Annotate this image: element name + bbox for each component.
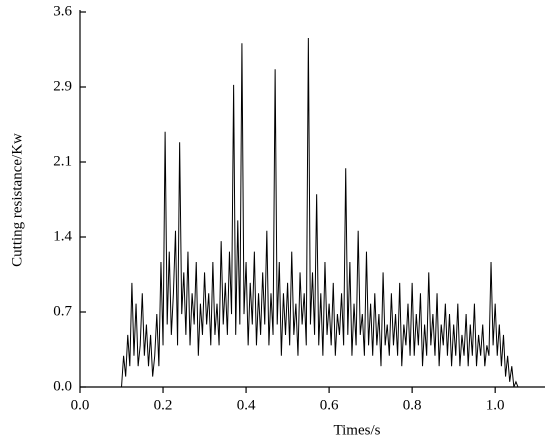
x-tick-label: 0.0 [71, 397, 90, 413]
y-axis-label: Cutting resistance/Kw [9, 133, 25, 267]
x-tick-label: 0.6 [320, 397, 339, 413]
x-tick-label: 0.8 [403, 397, 422, 413]
y-tick-label: 0.7 [53, 303, 72, 319]
y-tick-label: 0.0 [53, 378, 72, 394]
x-tick-label: 0.4 [237, 397, 256, 413]
x-tick-label: 0.2 [154, 397, 173, 413]
y-tick-label: 3.6 [53, 3, 72, 19]
x-axis-label: Times/s [334, 422, 381, 438]
line [121, 38, 521, 388]
x-tick-label: 1.0 [486, 397, 505, 413]
y-tick-label: 2.1 [53, 153, 72, 169]
y-tick-label: 1.4 [53, 228, 72, 244]
y-tick-label: 2.9 [53, 78, 72, 94]
